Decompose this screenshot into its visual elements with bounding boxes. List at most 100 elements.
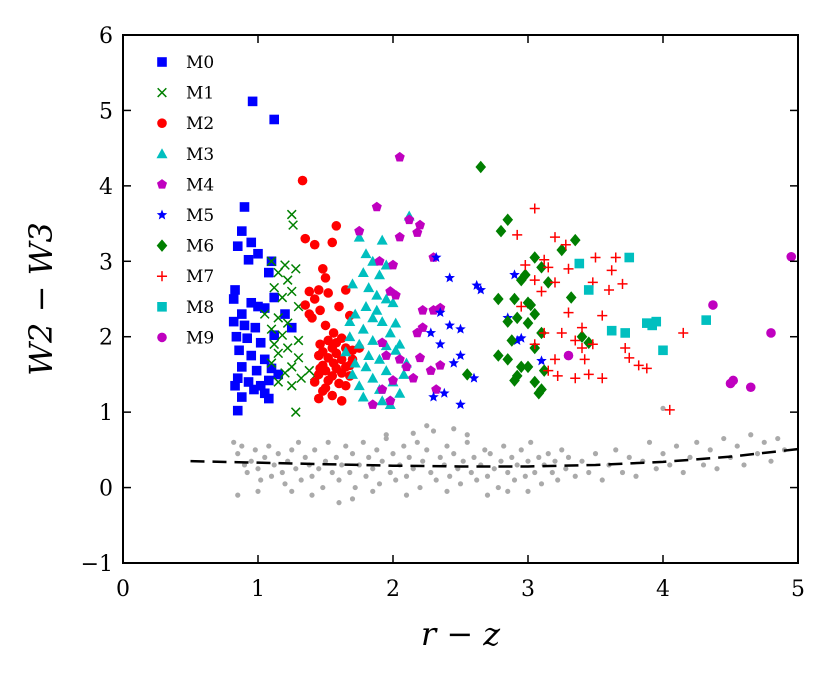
data-point-m4 (428, 305, 439, 315)
background-point (282, 481, 288, 487)
data-point-m3 (390, 344, 402, 355)
data-point-m1 (288, 220, 298, 230)
background-point (754, 451, 761, 457)
data-point-m0 (228, 316, 239, 327)
y-tick-label: 2 (99, 326, 113, 351)
data-point-m6 (492, 349, 504, 362)
data-point-m7 (516, 301, 527, 312)
data-point-m3 (346, 368, 359, 379)
data-point-m0 (232, 405, 243, 416)
series-m4 (354, 151, 446, 409)
data-point-m7 (576, 322, 588, 333)
data-point-m2 (323, 288, 334, 298)
background-point (495, 484, 501, 491)
background-point (289, 447, 295, 453)
background-point (680, 469, 686, 476)
data-point-m4 (412, 327, 423, 338)
data-point-m3 (363, 350, 375, 360)
background-point (505, 488, 511, 494)
data-point-m4 (377, 384, 388, 394)
background-point (498, 458, 504, 464)
data-point-m7 (579, 354, 590, 365)
background-point (347, 469, 353, 476)
data-point-m6 (502, 315, 514, 328)
x-tick-label: 1 (251, 577, 265, 602)
data-point-m7 (617, 278, 628, 289)
background-point (545, 451, 551, 457)
data-point-m1 (273, 377, 284, 387)
data-point-m1 (269, 282, 280, 293)
background-point (424, 423, 430, 429)
background-point (255, 466, 261, 472)
data-point-m5 (536, 355, 547, 366)
legend-marker (156, 271, 168, 282)
data-point-m5 (468, 372, 480, 383)
data-point-m0 (259, 354, 270, 365)
plot-frame (122, 34, 799, 564)
background-point (360, 439, 366, 445)
data-point-m3 (384, 327, 396, 338)
data-point-m3 (367, 255, 379, 266)
legend-marker (157, 87, 167, 98)
data-point-m6 (529, 251, 541, 264)
y-tick-label: 0 (99, 477, 113, 502)
legend-marker (156, 209, 168, 220)
data-point-m2 (315, 339, 325, 350)
data-point-m7 (563, 263, 574, 274)
data-point-m8 (642, 318, 652, 328)
data-point-m0 (264, 375, 274, 386)
background-point (370, 466, 376, 472)
legend-marker (157, 57, 167, 67)
data-point-m7 (529, 275, 540, 286)
background-point (309, 492, 315, 498)
data-point-m1 (293, 335, 304, 346)
data-point-m5 (444, 272, 455, 283)
data-point-m0 (259, 388, 270, 399)
data-point-m0 (266, 363, 277, 374)
data-point-m6 (565, 291, 577, 304)
legend-label: M2 (186, 114, 214, 134)
data-point-m7 (590, 252, 601, 263)
data-point-m0 (237, 392, 247, 402)
data-point-m7 (552, 370, 563, 381)
background-point (748, 432, 754, 438)
data-point-m2 (327, 390, 338, 401)
data-point-m2 (323, 335, 334, 346)
legend-label: M6 (186, 237, 214, 257)
legend-item-m9: M9 (157, 328, 214, 348)
data-point-m0 (264, 393, 274, 404)
data-point-m3 (357, 267, 369, 278)
data-point-m0 (232, 241, 243, 251)
data-point-m1 (293, 352, 304, 363)
data-point-m7 (606, 265, 617, 276)
background-point (370, 488, 376, 494)
background-point (660, 451, 666, 457)
data-point-m4 (425, 365, 436, 375)
data-point-m7 (512, 229, 523, 240)
data-point-m6 (509, 292, 520, 306)
data-point-m0 (273, 369, 284, 380)
data-point-m3 (380, 340, 392, 351)
background-point (266, 443, 272, 449)
data-point-m1 (273, 313, 284, 323)
x-axis-label: r − z (421, 615, 501, 653)
background-point (552, 458, 558, 464)
data-point-m3 (390, 317, 402, 328)
data-point-m6 (511, 311, 523, 325)
data-point-m3 (376, 316, 388, 327)
data-point-m4 (385, 395, 396, 406)
data-point-m0 (264, 267, 274, 278)
data-point-m5 (435, 307, 446, 318)
background-point (339, 462, 345, 468)
data-point-m7 (583, 369, 594, 380)
background-point (312, 447, 318, 453)
background-point (522, 473, 528, 479)
legend-item-m4: M4 (156, 175, 214, 195)
background-point (572, 473, 578, 479)
data-point-m7 (539, 254, 550, 265)
background-point (599, 477, 605, 483)
data-point-m3 (363, 282, 375, 293)
data-point-m0 (239, 320, 250, 331)
background-point (349, 451, 356, 457)
data-point-m2 (300, 233, 311, 244)
